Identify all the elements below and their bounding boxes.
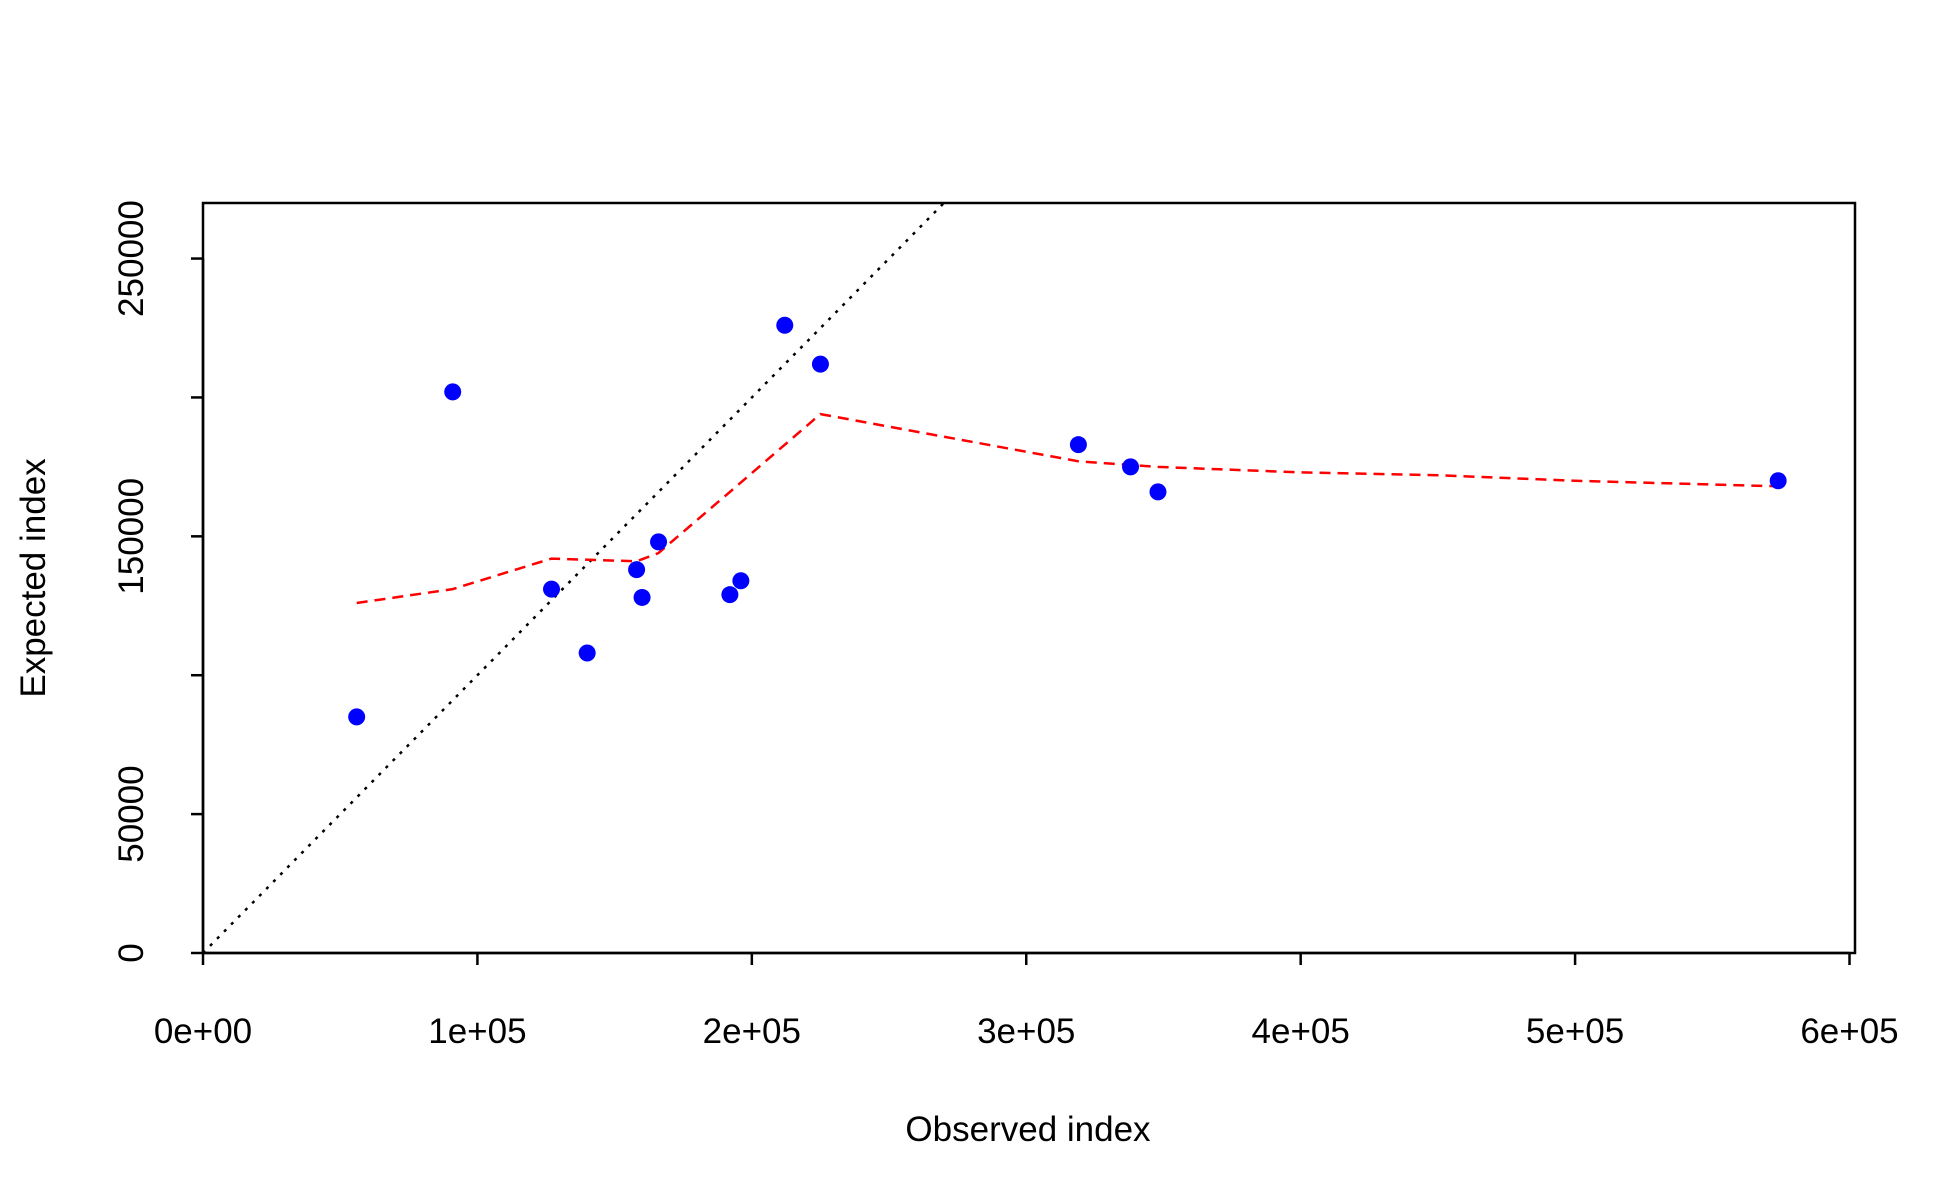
y-axis-title: Expected index bbox=[14, 458, 53, 698]
data-point bbox=[444, 383, 462, 401]
x-tick-label: 6e+05 bbox=[1800, 1012, 1898, 1051]
data-point bbox=[721, 586, 739, 604]
y-tick-label: 150000 bbox=[112, 478, 151, 595]
x-tick-label: 0e+00 bbox=[154, 1012, 252, 1051]
x-tick-label: 1e+05 bbox=[428, 1012, 526, 1051]
x-tick-label: 5e+05 bbox=[1526, 1012, 1624, 1051]
x-tick-label: 3e+05 bbox=[977, 1012, 1075, 1051]
chart-points bbox=[348, 316, 1787, 726]
plot-frame bbox=[201, 201, 1857, 955]
data-point bbox=[628, 561, 646, 579]
data-point bbox=[811, 355, 829, 373]
data-point bbox=[1149, 483, 1167, 501]
x-tick-label: 2e+05 bbox=[703, 1012, 801, 1051]
y-tick-label: 250000 bbox=[112, 200, 151, 317]
data-point bbox=[650, 533, 668, 551]
data-point bbox=[543, 580, 561, 598]
data-point bbox=[1769, 472, 1787, 490]
data-point bbox=[1069, 436, 1087, 454]
data-point bbox=[1122, 458, 1140, 476]
data-point bbox=[348, 708, 366, 726]
data-point bbox=[578, 644, 596, 662]
identity-line bbox=[202, 202, 945, 954]
smooth-line bbox=[356, 412, 1779, 605]
x-axis-title: Observed index bbox=[905, 1110, 1151, 1149]
x-tick-label: 4e+05 bbox=[1252, 1012, 1350, 1051]
y-tick-label: 50000 bbox=[112, 765, 151, 862]
data-point bbox=[633, 588, 651, 606]
data-point bbox=[776, 316, 794, 334]
y-axis: 0 50000 150000 250000 bbox=[112, 200, 205, 963]
x-axis: 0e+00 1e+05 2e+05 3e+05 4e+05 5e+05 6e+05 bbox=[154, 951, 1899, 1051]
data-point bbox=[732, 572, 750, 590]
y-tick-label: 0 bbox=[112, 943, 151, 962]
chart-lines bbox=[202, 202, 1779, 954]
